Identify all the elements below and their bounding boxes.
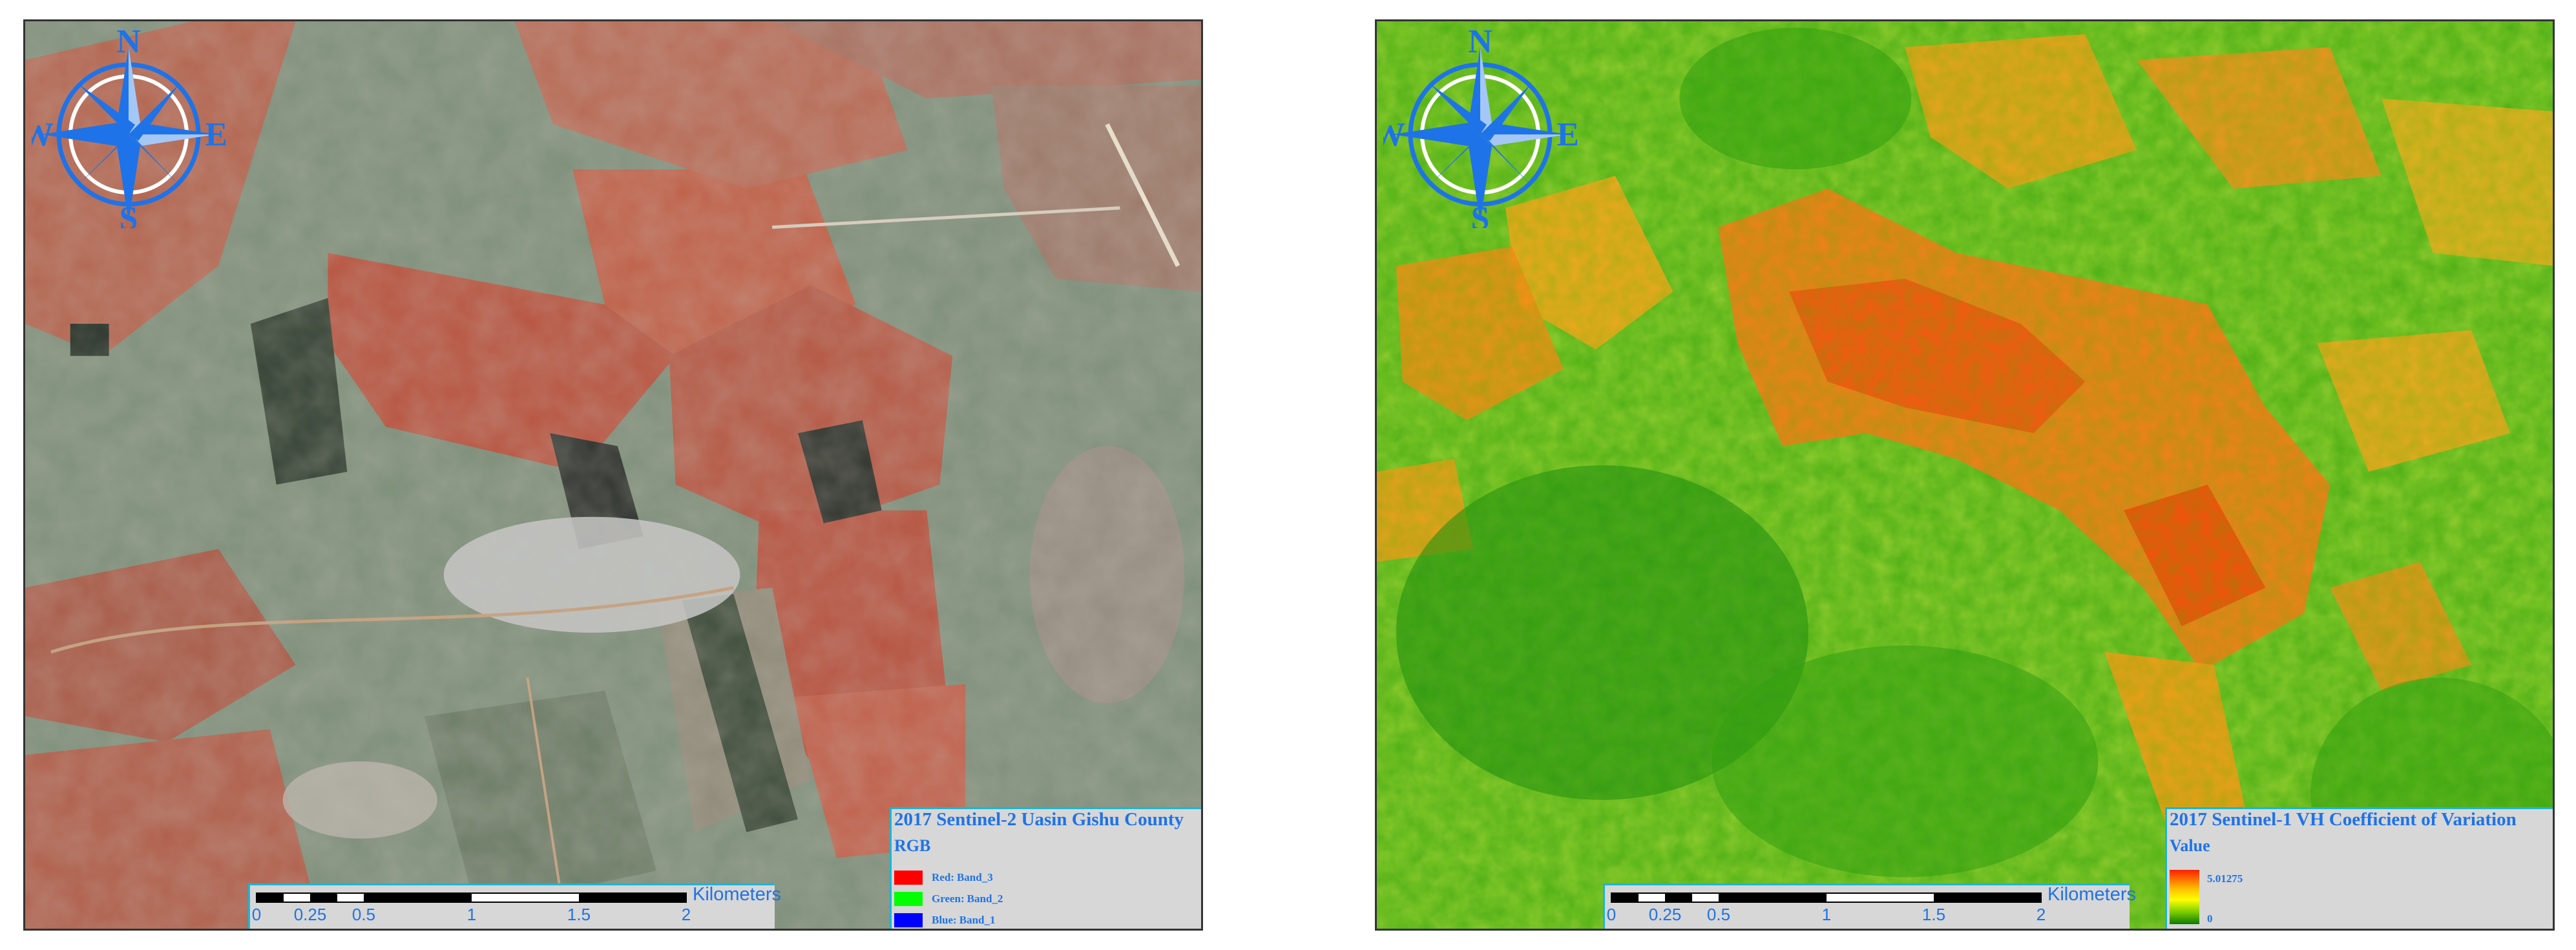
band-value: Band_3 [956, 871, 993, 883]
sentinel1-cv-map-panel: N S W E 0 0.25 0.5 1 1.5 2 Kilometers 20… [1375, 19, 2555, 931]
scale-bar: 0 0.25 0.5 1 1.5 2 Kilometers [248, 883, 781, 929]
sentinel1-vh-cv-image [1377, 21, 2553, 929]
scale-tick: 0 [251, 905, 262, 924]
legend-band-green: Green: Band_2 [894, 890, 1003, 908]
legend-min-value: 0 [2207, 913, 2213, 925]
compass-east-label: E [205, 116, 225, 153]
compass-rose-icon: N S W E [32, 23, 225, 228]
band-value: Band_2 [967, 892, 1003, 905]
compass-east-label: E [1557, 116, 1577, 153]
legend-title: 2017 Sentinel-2 Uasin Gishu County [894, 809, 1184, 830]
compass-west-label: W [1383, 116, 1405, 153]
compass-north-label: N [1468, 23, 1492, 60]
cv-legend: 2017 Sentinel-1 VH Coefficient of Variat… [2165, 807, 2553, 929]
band-label: Green: [932, 892, 965, 905]
legend-max-value: 5.01275 [2207, 872, 2243, 885]
scale-unit-label: Kilometers [693, 884, 781, 905]
legend-band-red: Red: Band_3 [894, 869, 993, 887]
scale-bar: 0 0.25 0.5 1 1.5 2 Kilometers [1603, 883, 2136, 929]
scale-tick: 0.5 [351, 905, 376, 924]
sentinel2-map-panel: N S W E 0 0.25 0.5 1 1.5 2 Kilometers 20… [23, 19, 1203, 931]
scale-tick: 2 [681, 905, 691, 924]
compass-west-label: W [32, 116, 54, 153]
green-swatch [894, 892, 923, 906]
scale-tick: 1.5 [567, 905, 591, 924]
rgb-legend: 2017 Sentinel-2 Uasin Gishu County RGB R… [890, 807, 1201, 929]
band-value: Band_1 [959, 914, 996, 926]
legend-subtitle: Value [2170, 836, 2210, 855]
cv-color-ramp [2170, 870, 2199, 924]
compass-south-label: S [1471, 200, 1490, 228]
scale-unit-label: Kilometers [2047, 884, 2136, 905]
scale-tick: 1 [1821, 905, 1832, 924]
legend-title: 2017 Sentinel-1 VH Coefficient of Variat… [2170, 809, 2517, 830]
compass-north-label: N [116, 23, 141, 60]
blue-swatch [894, 913, 923, 927]
scale-tick: 1.5 [1922, 905, 1946, 924]
red-swatch [894, 871, 923, 885]
scale-tick: 1 [466, 905, 477, 924]
band-label: Red: [932, 871, 954, 883]
scale-tick: 0.25 [1648, 905, 1682, 924]
compass-south-label: S [120, 200, 138, 228]
compass-rose-icon: N S W E [1383, 23, 1577, 228]
scale-tick: 2 [2036, 905, 2046, 924]
band-label: Blue: [932, 914, 957, 926]
scale-tick: 0 [1606, 905, 1617, 924]
legend-band-blue: Blue: Band_1 [894, 911, 995, 929]
scale-tick: 0.25 [293, 905, 327, 924]
legend-subtitle: RGB [894, 836, 931, 855]
scale-tick: 0.5 [1706, 905, 1731, 924]
